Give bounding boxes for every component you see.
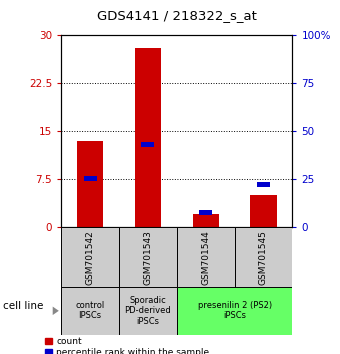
Bar — [177, 227, 235, 289]
Text: GSM701543: GSM701543 — [143, 230, 152, 285]
Text: presenilin 2 (PS2)
iPSCs: presenilin 2 (PS2) iPSCs — [198, 301, 272, 320]
Text: control
IPSCs: control IPSCs — [75, 301, 105, 320]
Bar — [77, 141, 103, 227]
Bar — [199, 210, 212, 215]
Bar — [119, 227, 177, 289]
Bar — [61, 287, 119, 335]
Text: cell line: cell line — [3, 301, 44, 311]
Text: GSM701545: GSM701545 — [259, 230, 268, 285]
Bar — [119, 287, 177, 335]
Bar — [235, 227, 292, 289]
Text: GSM701544: GSM701544 — [201, 230, 210, 285]
Bar — [177, 287, 292, 335]
Bar — [251, 195, 276, 227]
Bar — [193, 214, 219, 227]
Bar — [135, 48, 161, 227]
Text: Sporadic
PD-derived
iPSCs: Sporadic PD-derived iPSCs — [124, 296, 171, 326]
Text: GDS4141 / 218322_s_at: GDS4141 / 218322_s_at — [97, 9, 257, 22]
Bar — [141, 142, 154, 147]
Bar — [61, 227, 119, 289]
Bar — [84, 176, 97, 181]
Polygon shape — [53, 307, 59, 315]
Legend: count, percentile rank within the sample: count, percentile rank within the sample — [45, 337, 209, 354]
Bar — [257, 182, 270, 187]
Text: GSM701542: GSM701542 — [86, 230, 95, 285]
